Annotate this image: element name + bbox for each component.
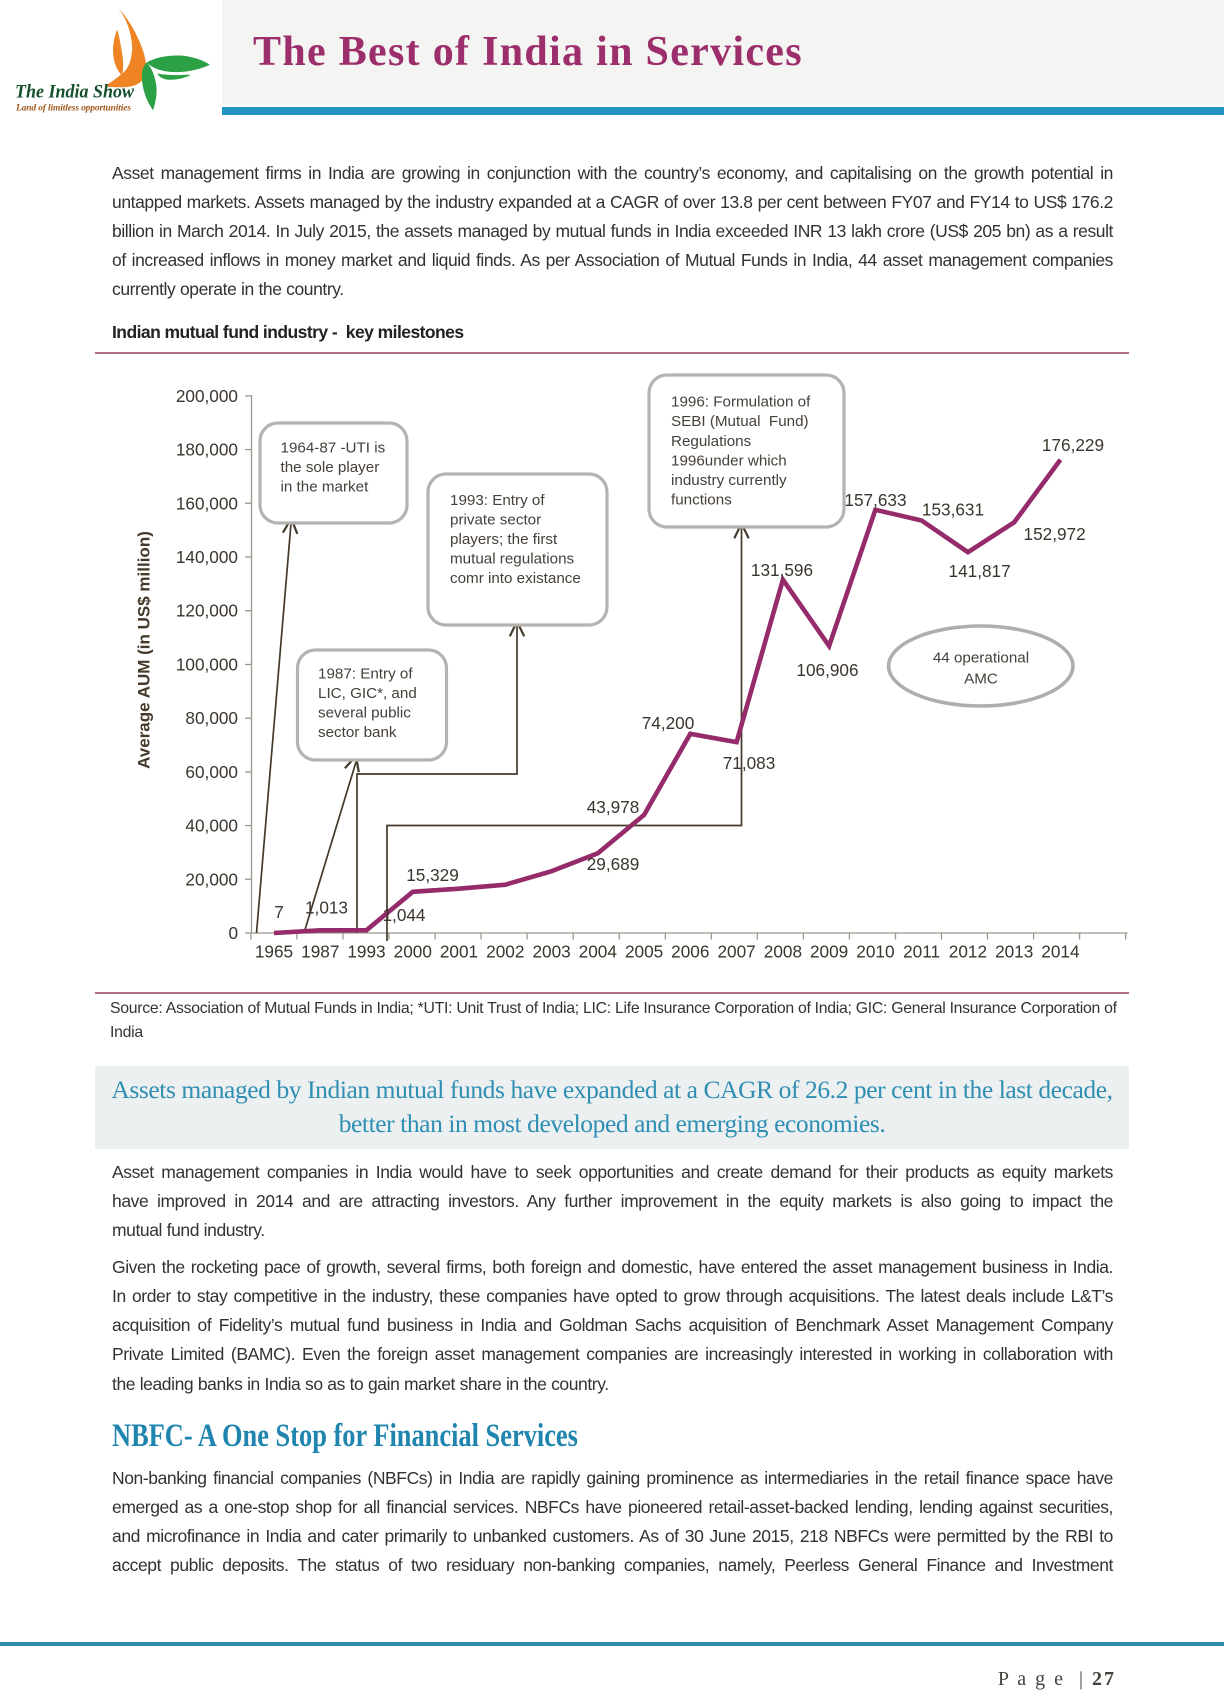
svg-text:15,329: 15,329 xyxy=(406,865,459,885)
svg-text:100,000: 100,000 xyxy=(176,655,238,675)
svg-text:comr into existance: comr into existance xyxy=(450,570,581,587)
svg-text:131,596: 131,596 xyxy=(751,560,813,580)
svg-text:71,083: 71,083 xyxy=(723,753,776,773)
svg-text:the sole player: the sole player xyxy=(281,459,380,476)
svg-text:141,817: 141,817 xyxy=(949,561,1011,581)
svg-text:1987: 1987 xyxy=(301,942,339,962)
svg-text:20,000: 20,000 xyxy=(185,869,238,889)
svg-text:157,633: 157,633 xyxy=(844,490,906,510)
svg-text:LIC, GIC*, and: LIC, GIC*, and xyxy=(318,685,417,702)
svg-text:2010: 2010 xyxy=(856,942,894,962)
svg-text:Regulations: Regulations xyxy=(671,433,752,450)
svg-text:176,229: 176,229 xyxy=(1042,435,1104,455)
svg-text:74,200: 74,200 xyxy=(642,713,695,733)
svg-text:2007: 2007 xyxy=(717,942,755,962)
svg-text:Average AUM (in US$ million): Average AUM (in US$ million) xyxy=(135,531,154,769)
svg-text:2008: 2008 xyxy=(764,942,802,962)
svg-text:2012: 2012 xyxy=(949,942,987,962)
svg-text:1965: 1965 xyxy=(255,942,293,962)
svg-text:60,000: 60,000 xyxy=(185,762,238,782)
svg-text:2000: 2000 xyxy=(394,942,432,962)
svg-text:0: 0 xyxy=(228,923,238,943)
svg-text:1996under which: 1996under which xyxy=(671,452,787,469)
svg-text:1993: Entry of: 1993: Entry of xyxy=(450,492,545,509)
svg-text:29,689: 29,689 xyxy=(587,854,640,874)
svg-text:2003: 2003 xyxy=(532,942,570,962)
svg-text:160,000: 160,000 xyxy=(176,493,238,513)
svg-text:Land of limitless opportunitie: Land of limitless opportunities xyxy=(15,104,131,114)
svg-text:industry currently: industry currently xyxy=(671,472,787,489)
svg-text:200,000: 200,000 xyxy=(176,386,238,406)
svg-text:2011: 2011 xyxy=(903,942,940,962)
svg-text:in the market: in the market xyxy=(281,478,370,495)
svg-text:43,978: 43,978 xyxy=(587,797,640,817)
svg-text:1987: Entry of: 1987: Entry of xyxy=(318,666,413,683)
svg-text:180,000: 180,000 xyxy=(176,440,238,460)
svg-text:2004: 2004 xyxy=(579,942,618,962)
svg-text:152,972: 152,972 xyxy=(1024,524,1086,544)
svg-text:players; the first: players; the first xyxy=(450,531,558,548)
svg-text:40,000: 40,000 xyxy=(185,816,238,836)
svg-text:153,631: 153,631 xyxy=(922,500,984,520)
svg-text:AMC: AMC xyxy=(964,671,998,688)
svg-text:1996: Formulation of: 1996: Formulation of xyxy=(671,394,811,411)
svg-text:private sector: private sector xyxy=(450,511,541,528)
svg-text:2014: 2014 xyxy=(1041,942,1080,962)
svg-text:1964-87 -UTI is: 1964-87 -UTI is xyxy=(281,440,386,457)
svg-text:functions: functions xyxy=(671,492,732,509)
svg-text:mutual regulations: mutual regulations xyxy=(450,550,575,567)
svg-text:2001: 2001 xyxy=(440,942,478,962)
svg-text:7: 7 xyxy=(274,902,284,922)
svg-text:SEBI (Mutual Fund): SEBI (Mutual Fund) xyxy=(671,413,809,430)
svg-text:1993: 1993 xyxy=(347,942,385,962)
svg-text:44 operational: 44 operational xyxy=(933,650,1029,667)
svg-text:140,000: 140,000 xyxy=(176,547,238,567)
svg-text:several public: several public xyxy=(318,705,411,722)
svg-text:2005: 2005 xyxy=(625,942,663,962)
svg-text:2013: 2013 xyxy=(995,942,1033,962)
svg-text:1,013: 1,013 xyxy=(305,898,348,918)
svg-text:106,906: 106,906 xyxy=(796,660,858,680)
svg-text:120,000: 120,000 xyxy=(176,601,238,621)
svg-text:1,044: 1,044 xyxy=(382,905,425,925)
svg-text:2006: 2006 xyxy=(671,942,709,962)
svg-text:2009: 2009 xyxy=(810,942,848,962)
svg-text:sector bank: sector bank xyxy=(318,724,397,741)
svg-text:The India Show: The India Show xyxy=(15,81,134,102)
svg-text:80,000: 80,000 xyxy=(185,708,238,728)
svg-text:2002: 2002 xyxy=(486,942,524,962)
